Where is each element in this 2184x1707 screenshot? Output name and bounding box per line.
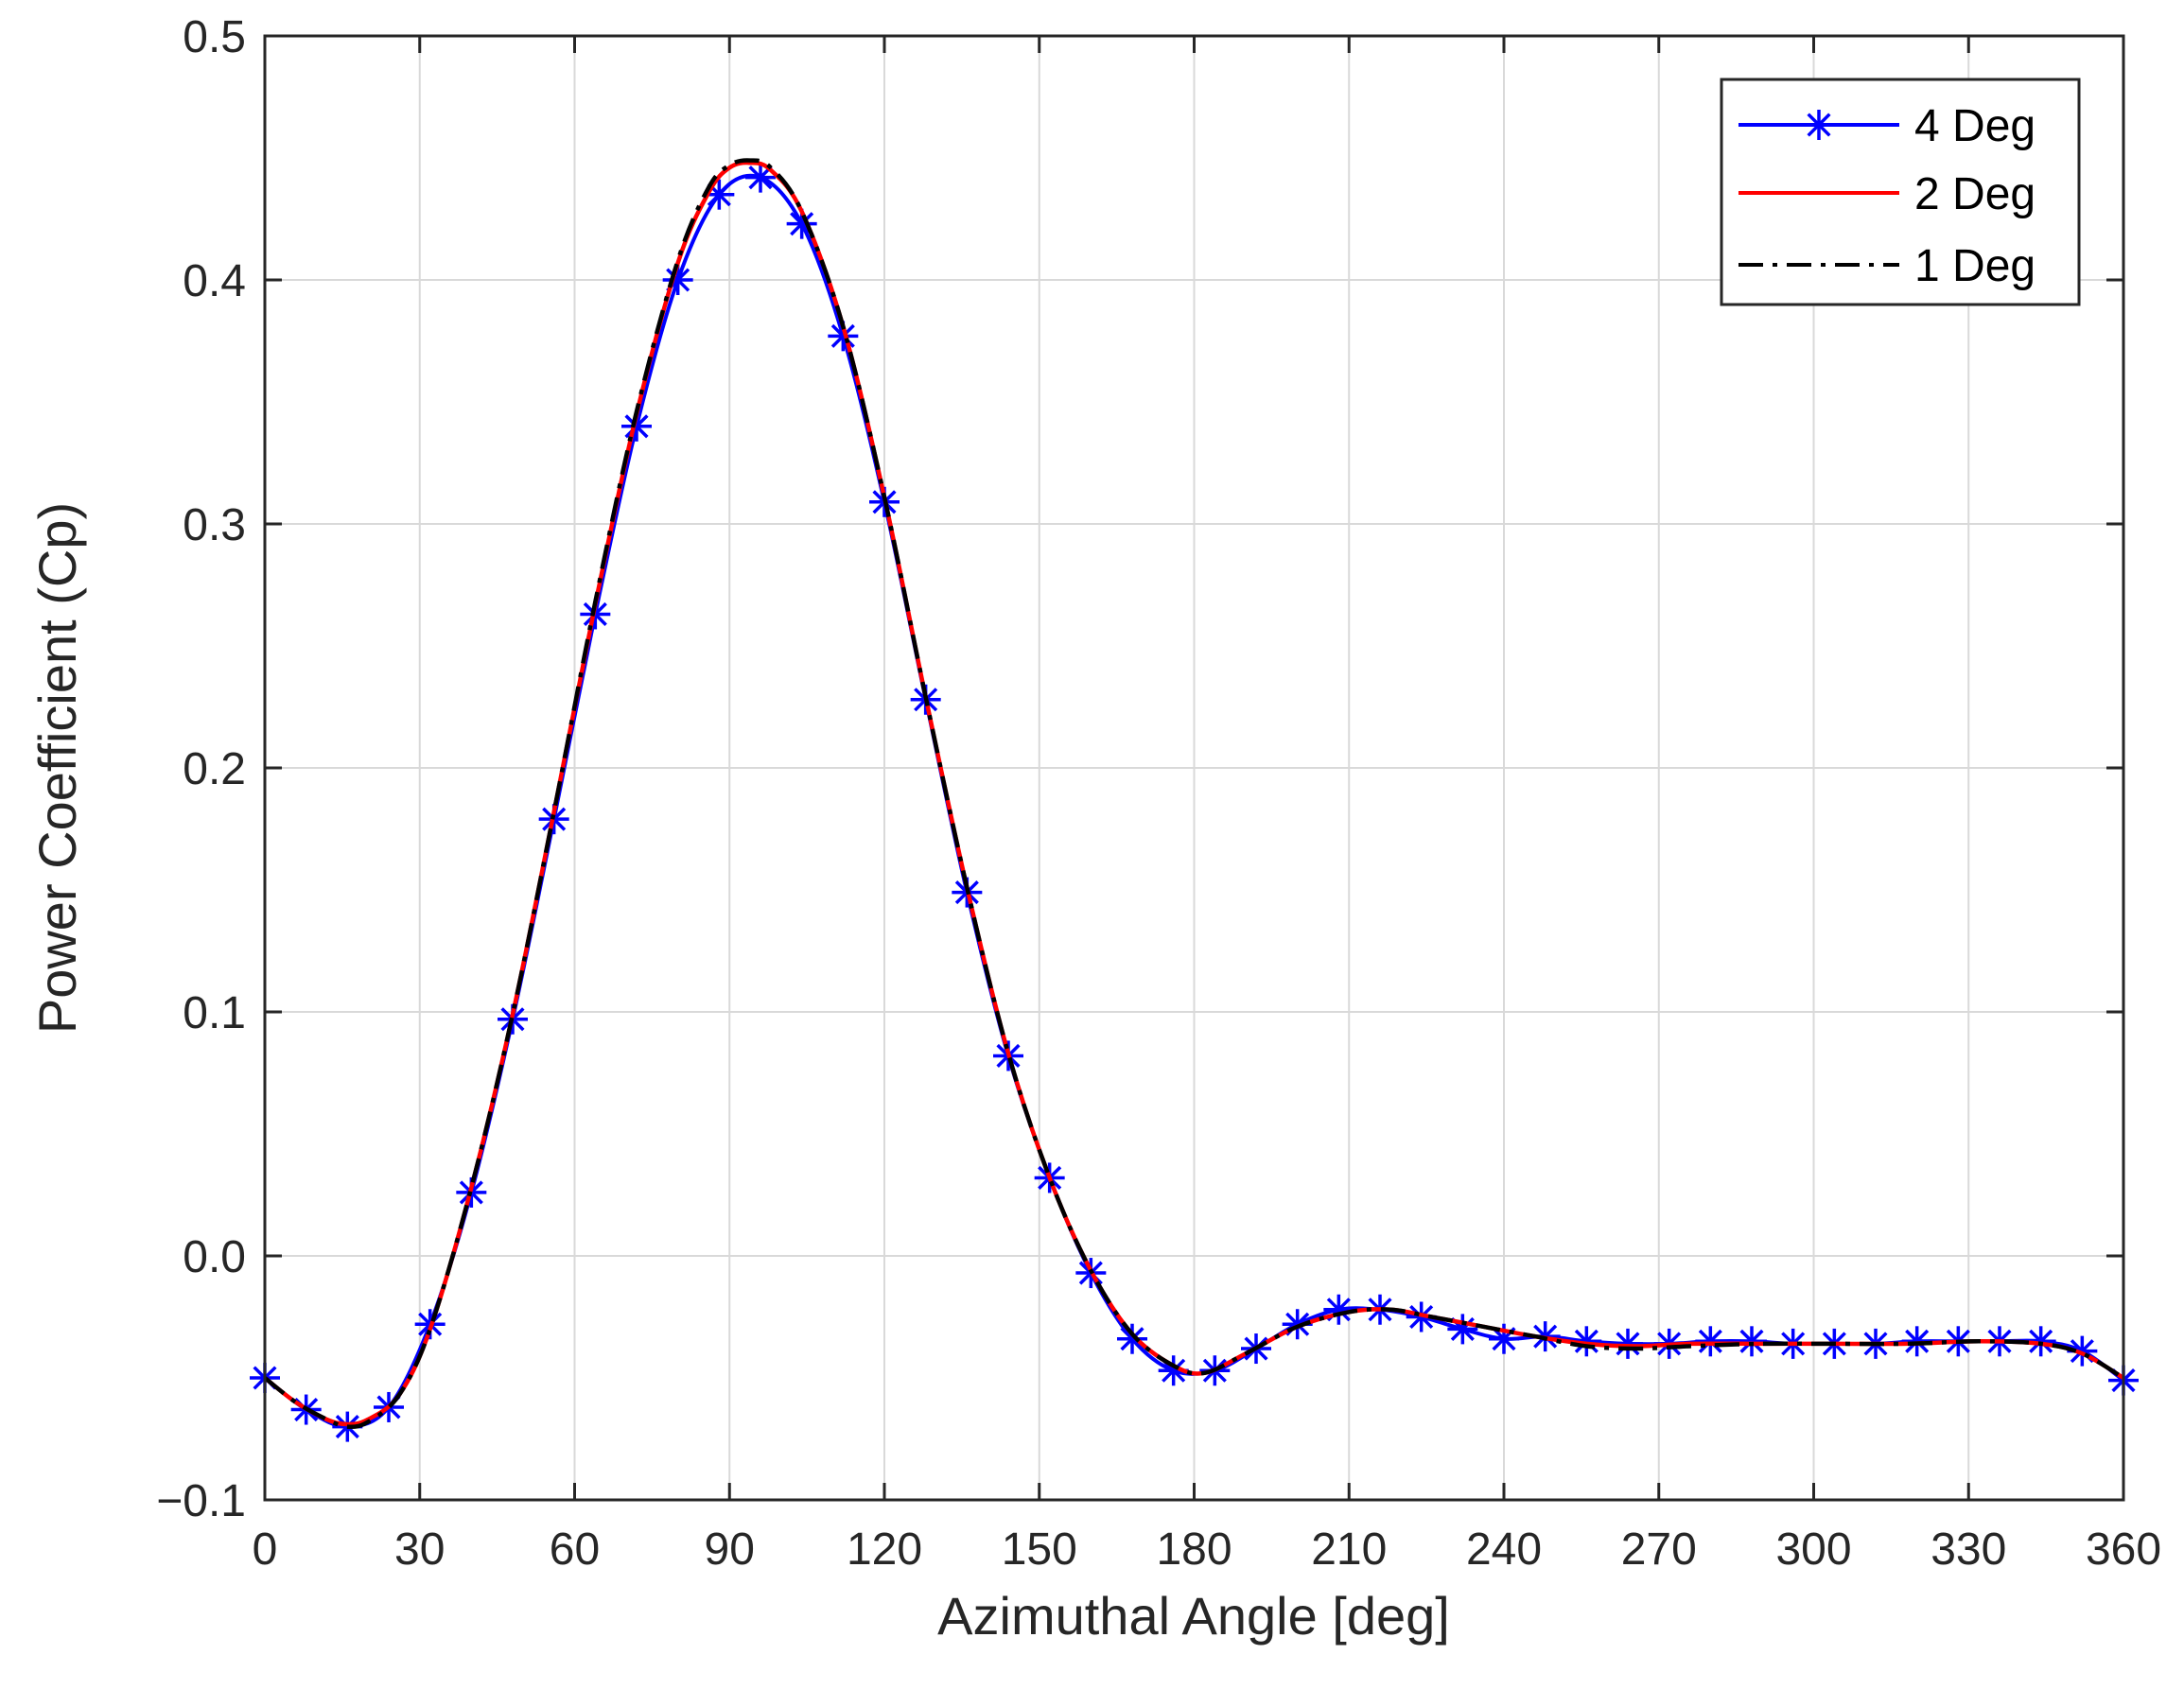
x-tick-label: 240 [1466, 1524, 1542, 1575]
legend: 4 Deg 2 Deg 1 Deg [1720, 78, 2081, 306]
y-tick-label: −0.1 [156, 1476, 246, 1526]
y-tick-label: 0.2 [183, 744, 246, 794]
data-point-marker [1323, 1294, 1354, 1325]
x-tick-label: 120 [847, 1524, 922, 1575]
legend-entry-1-deg: 1 Deg [1738, 241, 2035, 291]
x-tick-label: 150 [1002, 1524, 1077, 1575]
x-tick-label: 210 [1311, 1524, 1387, 1575]
legend-marker-4-deg [1804, 110, 1834, 140]
legend-label-2-deg: 2 Deg [1914, 169, 2035, 219]
legend-entry-2-deg: 2 Deg [1738, 169, 2035, 219]
data-point-marker [1117, 1323, 1147, 1354]
x-tick-label: 270 [1621, 1524, 1697, 1575]
legend-label-4-deg: 4 Deg [1914, 101, 2035, 151]
y-axis-title: Power Coefficient (Cp) [27, 502, 87, 1034]
axis-ticks [263, 34, 2125, 1502]
legend-asterisk [1804, 110, 1834, 140]
x-tick-label: 330 [1931, 1524, 2006, 1575]
tick-labels: 0 30 60 90 120 150 180 210 240 270 300 330 360 −0.1 0.… [156, 12, 2161, 1575]
data-point-marker [745, 162, 776, 193]
y-tick-label: 0.0 [183, 1232, 246, 1282]
x-tick-label: 0 [253, 1524, 278, 1575]
series-line-1-deg [263, 158, 2125, 1429]
y-tick-label: 0.5 [183, 12, 246, 62]
x-tick-label: 360 [2086, 1524, 2161, 1575]
y-tick-label: 0.1 [183, 988, 246, 1038]
x-tick-label: 180 [1156, 1524, 1232, 1575]
x-tick-label: 30 [394, 1524, 445, 1575]
data-point-marker [1695, 1326, 1726, 1357]
data-point-marker [1737, 1326, 1767, 1357]
data-point-marker [1447, 1314, 1478, 1345]
legend-entry-4-deg: 4 Deg [1738, 101, 2035, 151]
x-tick-label: 300 [1775, 1524, 1851, 1575]
x-axis-title: Azimuthal Angle [deg] [937, 1586, 1450, 1646]
y-tick-label: 0.3 [183, 500, 246, 550]
x-tick-label: 60 [550, 1524, 600, 1575]
y-tick-label: 0.4 [183, 256, 246, 306]
legend-label-1-deg: 1 Deg [1914, 241, 2035, 291]
series-layer [250, 158, 2139, 1442]
x-tick-label: 90 [705, 1524, 755, 1575]
